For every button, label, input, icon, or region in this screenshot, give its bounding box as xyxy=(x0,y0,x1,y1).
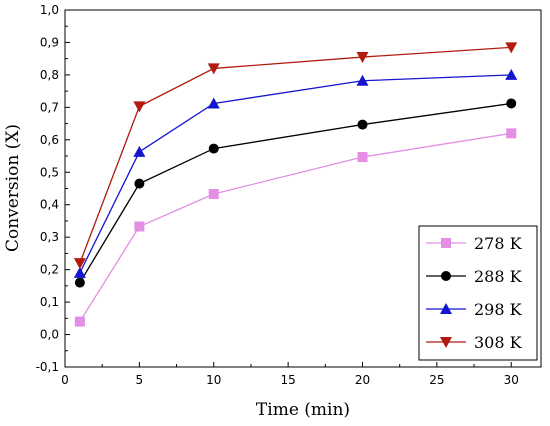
x-tick-label: 30 xyxy=(504,373,519,387)
legend-entries: 278 K 288 K 298 K 308 K xyxy=(426,234,523,352)
y-tick-label: 0,3 xyxy=(40,230,59,244)
legend: 278 K 288 K 298 K 308 K xyxy=(418,225,538,361)
data-point xyxy=(133,101,146,113)
data-point xyxy=(74,316,85,327)
y-tick-label: 0,4 xyxy=(40,198,59,212)
legend-label: 298 K xyxy=(474,300,523,319)
legend-box xyxy=(418,225,538,361)
data-point xyxy=(73,266,86,278)
data-point xyxy=(356,74,369,86)
x-tick-label: 10 xyxy=(206,373,221,387)
legend-label: 288 K xyxy=(474,267,523,286)
data-point xyxy=(208,143,219,154)
y-tick-label: 0,0 xyxy=(40,328,59,342)
legend-marker xyxy=(440,337,452,348)
legend-item: 298 K xyxy=(426,300,523,319)
x-axis-ticks: 0 5 10 15 20 25 30 xyxy=(61,362,519,387)
y-tick-label: 0,6 xyxy=(40,133,59,147)
data-point xyxy=(505,42,518,54)
x-tick-label: 0 xyxy=(61,373,69,387)
data-point xyxy=(357,119,368,130)
data-point xyxy=(505,68,518,80)
x-tick-label: 15 xyxy=(280,373,295,387)
y-tick-label: 1,0 xyxy=(40,3,59,17)
x-axis-title: Time (min) xyxy=(256,400,350,420)
data-point xyxy=(134,221,145,232)
series-298-k xyxy=(73,68,518,278)
data-point xyxy=(207,63,220,75)
y-tick-label: 0,1 xyxy=(40,295,59,309)
y-tick-label: 0,7 xyxy=(40,100,59,114)
legend-marker xyxy=(440,303,452,314)
data-point xyxy=(506,128,517,139)
x-tick-label: 5 xyxy=(136,373,144,387)
legend-item: 308 K xyxy=(426,333,523,352)
y-tick-label: 0,2 xyxy=(40,263,59,277)
data-point xyxy=(208,189,219,200)
y-tick-label: 0,5 xyxy=(40,165,59,179)
series-278-k xyxy=(74,128,517,327)
data-point xyxy=(133,145,146,157)
y-axis-ticks: -0,1 0,0 0,1 0,2 0,3 0,4 0,5 0,6 0,7 0,8 0,9 1,0 xyxy=(36,3,70,374)
x-tick-label: 25 xyxy=(429,373,444,387)
x-tick-label: 20 xyxy=(355,373,370,387)
data-point xyxy=(207,97,220,109)
y-tick-label: -0,1 xyxy=(36,360,59,374)
series-308-k xyxy=(73,42,518,270)
data-point xyxy=(73,258,86,270)
data-point xyxy=(356,52,369,64)
y-tick-label: 0,9 xyxy=(40,35,59,49)
legend-marker xyxy=(441,271,451,281)
series-layer xyxy=(73,42,518,327)
legend-label: 308 K xyxy=(474,333,523,352)
data-point xyxy=(134,178,145,189)
data-point xyxy=(74,277,85,288)
legend-item: 278 K xyxy=(426,234,523,253)
y-axis-title: Conversion (X) xyxy=(3,124,23,252)
y-tick-label: 0,8 xyxy=(40,68,59,82)
data-point xyxy=(357,152,368,163)
data-point xyxy=(506,98,517,109)
legend-marker xyxy=(441,238,451,248)
series-288-k xyxy=(74,98,517,288)
legend-label: 278 K xyxy=(474,234,523,253)
legend-item: 288 K xyxy=(426,267,523,286)
